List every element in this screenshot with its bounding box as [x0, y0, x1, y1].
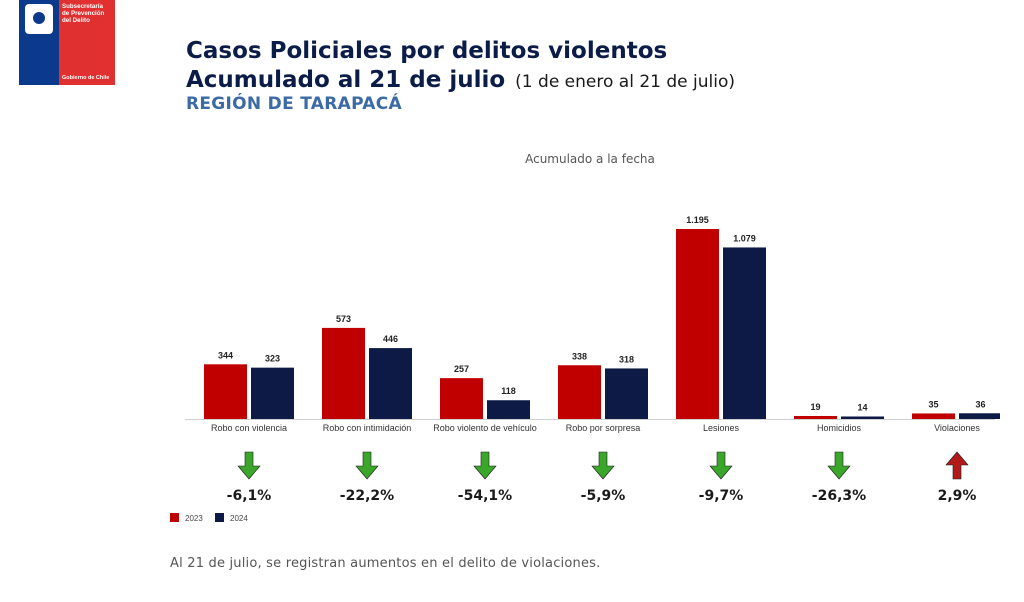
change-label: -54,1%	[458, 488, 512, 504]
data-label-2024: 118	[501, 386, 516, 396]
legend-label: 2024	[230, 514, 248, 523]
data-label-2023: 338	[572, 351, 587, 361]
bar-2024	[605, 368, 648, 419]
bar-chart: 344 323 Robo con violencia -6,1% 573 446 Robo …	[170, 215, 1000, 523]
subtitle-main: Acumulado al 21 de julio	[186, 67, 506, 93]
x-tick-label: Robo con violencia	[211, 423, 287, 433]
data-label-2024: 318	[619, 354, 634, 364]
x-tick-label: Lesiones	[703, 423, 740, 433]
logo-gov-name: Gobierno de Chile	[62, 75, 110, 81]
logo-text-block: Subsecretaría de Prevención del Delito G…	[59, 0, 115, 85]
coat-of-arms-icon	[25, 4, 53, 34]
legend-swatch-2023	[170, 513, 179, 522]
page-title: Casos Policiales por delitos violentos	[186, 38, 668, 64]
bar-2024	[841, 416, 884, 419]
arrow-down-icon	[473, 451, 497, 480]
logo-org-name: Subsecretaría de Prevención del Delito	[62, 3, 105, 24]
bar-2023	[204, 364, 247, 419]
legend-swatch-2024	[215, 513, 224, 522]
arrow-down-icon	[827, 451, 851, 480]
data-label-2024: 446	[383, 334, 398, 344]
logo-emblem	[19, 0, 59, 85]
x-tick-label: Homicidios	[817, 423, 862, 433]
page-subtitle: Acumulado al 21 de julio (1 de enero al …	[186, 67, 735, 93]
subtitle-range: (1 de enero al 21 de julio)	[515, 72, 736, 92]
chart-title: Acumulado a la fecha	[525, 152, 655, 166]
region-label: REGIÓN DE TARAPACÁ	[186, 94, 402, 114]
bar-2024	[487, 400, 530, 419]
bar-2023	[794, 415, 837, 419]
arrow-down-icon	[237, 451, 261, 480]
bar-2024	[959, 413, 1000, 419]
change-label: -26,3%	[812, 488, 866, 504]
data-label-2023: 257	[454, 364, 469, 374]
data-label-2024: 36	[975, 399, 985, 409]
bar-2023	[912, 413, 955, 419]
data-label-2024: 14	[857, 403, 867, 413]
change-label: 2,9%	[938, 488, 977, 504]
arrow-down-icon	[709, 451, 733, 480]
change-label: -22,2%	[340, 488, 394, 504]
data-label-2023: 344	[218, 350, 233, 360]
bar-2023	[558, 365, 601, 419]
data-label-2023: 1.195	[686, 215, 709, 225]
bar-2023	[440, 378, 483, 419]
data-label-2024: 323	[265, 354, 280, 364]
change-label: -6,1%	[227, 488, 272, 504]
data-label-2023: 35	[928, 399, 938, 409]
change-label: -9,7%	[699, 488, 744, 504]
x-tick-label: Violaciones	[934, 423, 980, 433]
footer-note: Al 21 de julio, se registran aumentos en…	[170, 556, 601, 571]
bar-2024	[369, 348, 412, 419]
logo: Subsecretaría de Prevención del Delito G…	[19, 0, 115, 85]
legend-label: 2023	[185, 514, 203, 523]
bar-2024	[723, 247, 766, 419]
chart-panel: 344 323 Robo con violencia -6,1% 573 446 Robo …	[150, 140, 1000, 535]
bar-2024	[251, 367, 294, 419]
data-label-2024: 1.079	[733, 233, 756, 243]
arrow-up-icon	[945, 451, 969, 480]
data-label-2023: 19	[810, 402, 820, 412]
x-tick-label: Robo por sorpresa	[566, 423, 641, 433]
arrow-down-icon	[355, 451, 379, 480]
data-label-2023: 573	[336, 314, 351, 324]
change-label: -5,9%	[581, 488, 626, 504]
x-tick-label: Robo con intimidación	[323, 423, 412, 433]
bar-2023	[322, 327, 365, 419]
x-tick-label: Robo violento de vehículo	[433, 423, 537, 433]
arrow-down-icon	[591, 451, 615, 480]
bar-2023	[676, 229, 719, 419]
